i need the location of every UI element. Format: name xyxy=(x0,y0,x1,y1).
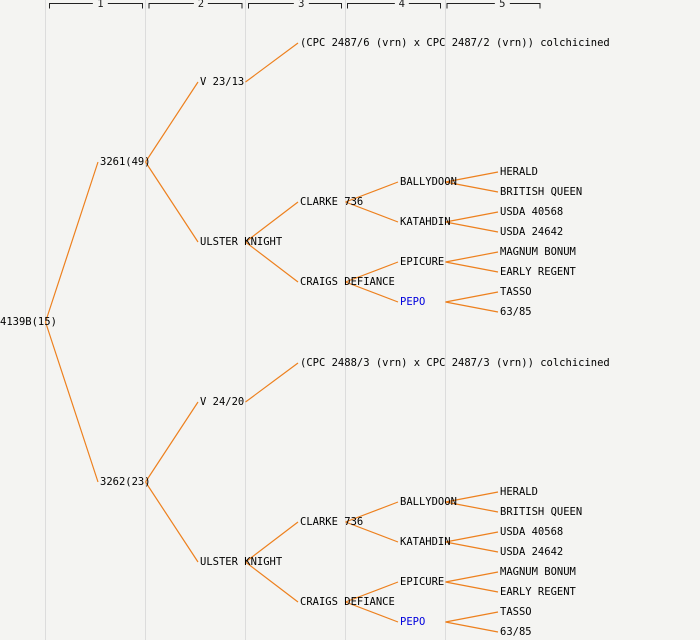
pedigree-node[interactable]: (CPC 2488/3 (vrn) x CPC 2487/3 (vrn)) co… xyxy=(300,357,610,369)
pedigree-node[interactable]: EARLY REGENT xyxy=(500,266,576,278)
generation-label[interactable]: 3 xyxy=(294,0,309,10)
pedigree-node[interactable]: ULSTER KNIGHT xyxy=(200,556,283,568)
pedigree-edge xyxy=(445,261,499,273)
pedigree-edge xyxy=(144,81,199,163)
pedigree-edge xyxy=(445,301,499,313)
pedigree-node[interactable]: CLARKE 736 xyxy=(300,516,364,528)
pedigree-edge xyxy=(245,201,299,243)
generation-bracket xyxy=(446,3,541,9)
pedigree-node[interactable]: TASSO xyxy=(500,606,532,618)
pedigree-edge xyxy=(345,281,399,303)
pedigree-edge xyxy=(445,581,499,593)
pedigree-node[interactable]: 3261(49) xyxy=(100,156,151,168)
pedigree-node[interactable]: CLARKE 736 xyxy=(300,196,364,208)
pedigree-edge xyxy=(445,491,499,503)
pedigree-edge xyxy=(245,521,299,563)
pedigree-node[interactable]: (CPC 2487/6 (vrn) x CPC 2487/2 (vrn)) co… xyxy=(300,37,610,49)
pedigree-node[interactable]: BALLYDOON xyxy=(400,176,457,188)
pedigree-edge xyxy=(345,601,399,623)
generation-label[interactable]: 5 xyxy=(495,0,510,10)
pedigree-edge xyxy=(345,201,399,223)
pedigree-node[interactable]: MAGNUM BONUM xyxy=(500,246,576,258)
pedigree-edge xyxy=(144,481,199,563)
pedigree-node[interactable]: USDA 24642 xyxy=(500,546,564,558)
pedigree-edge xyxy=(445,221,499,233)
pedigree-edge xyxy=(245,561,299,603)
pedigree-node[interactable]: PEPO xyxy=(400,616,426,628)
pedigree-node[interactable]: EPICURE xyxy=(400,576,445,588)
pedigree-node[interactable]: CRAIGS DEFIANCE xyxy=(300,596,395,608)
pedigree-node[interactable]: EARLY REGENT xyxy=(500,586,576,598)
pedigree-node[interactable]: HERALD xyxy=(500,486,538,498)
pedigree-edge xyxy=(445,611,499,623)
pedigree-edge xyxy=(345,181,399,203)
pedigree-node[interactable]: V 23/13 xyxy=(200,76,245,88)
pedigree-edge xyxy=(345,261,399,283)
pedigree-edge xyxy=(445,571,499,583)
pedigree-node[interactable]: USDA 40568 xyxy=(500,526,564,538)
generation-bracket xyxy=(347,3,442,9)
pedigree-edge xyxy=(445,531,499,543)
pedigree-edge xyxy=(245,42,299,83)
pedigree-node[interactable]: USDA 40568 xyxy=(500,206,564,218)
pedigree-node[interactable]: KATAHDIN xyxy=(400,536,451,548)
pedigree-node[interactable]: USDA 24642 xyxy=(500,226,564,238)
pedigree-edge xyxy=(144,401,199,483)
generation-label[interactable]: 4 xyxy=(394,0,409,10)
pedigree-edge xyxy=(44,161,99,323)
pedigree-node[interactable]: BALLYDOON xyxy=(400,496,457,508)
pedigree-edge xyxy=(345,521,399,543)
pedigree-edge xyxy=(245,241,299,283)
pedigree-edge xyxy=(445,171,499,183)
pedigree-edge xyxy=(345,501,399,523)
generation-label[interactable]: 2 xyxy=(193,0,209,10)
pedigree-edge xyxy=(445,211,499,223)
pedigree-node[interactable]: MAGNUM BONUM xyxy=(500,566,576,578)
pedigree-edge xyxy=(345,581,399,603)
pedigree-node[interactable]: ULSTER KNIGHT xyxy=(200,236,283,248)
pedigree-node[interactable]: HERALD xyxy=(500,166,538,178)
pedigree-node[interactable]: 63/85 xyxy=(500,306,532,318)
pedigree-node[interactable]: EPICURE xyxy=(400,256,445,268)
pedigree-edge xyxy=(445,251,499,263)
pedigree-node[interactable]: KATAHDIN xyxy=(400,216,451,228)
pedigree-node[interactable]: PEPO xyxy=(400,296,426,308)
pedigree-node[interactable]: BRITISH QUEEN xyxy=(500,506,583,518)
pedigree-edge xyxy=(445,181,499,193)
pedigree-node[interactable]: 3262(23) xyxy=(100,476,151,488)
pedigree-node[interactable]: CRAIGS DEFIANCE xyxy=(300,276,395,288)
pedigree-node[interactable]: TASSO xyxy=(500,286,532,298)
pedigree-edge xyxy=(245,362,299,403)
pedigree-edge xyxy=(144,161,199,243)
pedigree-node[interactable]: V 24/20 xyxy=(200,396,245,408)
pedigree-edge xyxy=(445,621,499,633)
generation-label[interactable]: 1 xyxy=(93,0,108,10)
pedigree-node[interactable]: 4139B(15) xyxy=(0,316,57,328)
pedigree-edge xyxy=(445,291,499,303)
pedigree-edge xyxy=(445,501,499,513)
pedigree-node[interactable]: 63/85 xyxy=(500,626,532,638)
pedigree-edge xyxy=(445,541,499,553)
pedigree-node[interactable]: BRITISH QUEEN xyxy=(500,186,583,198)
pedigree-edge xyxy=(44,321,99,483)
